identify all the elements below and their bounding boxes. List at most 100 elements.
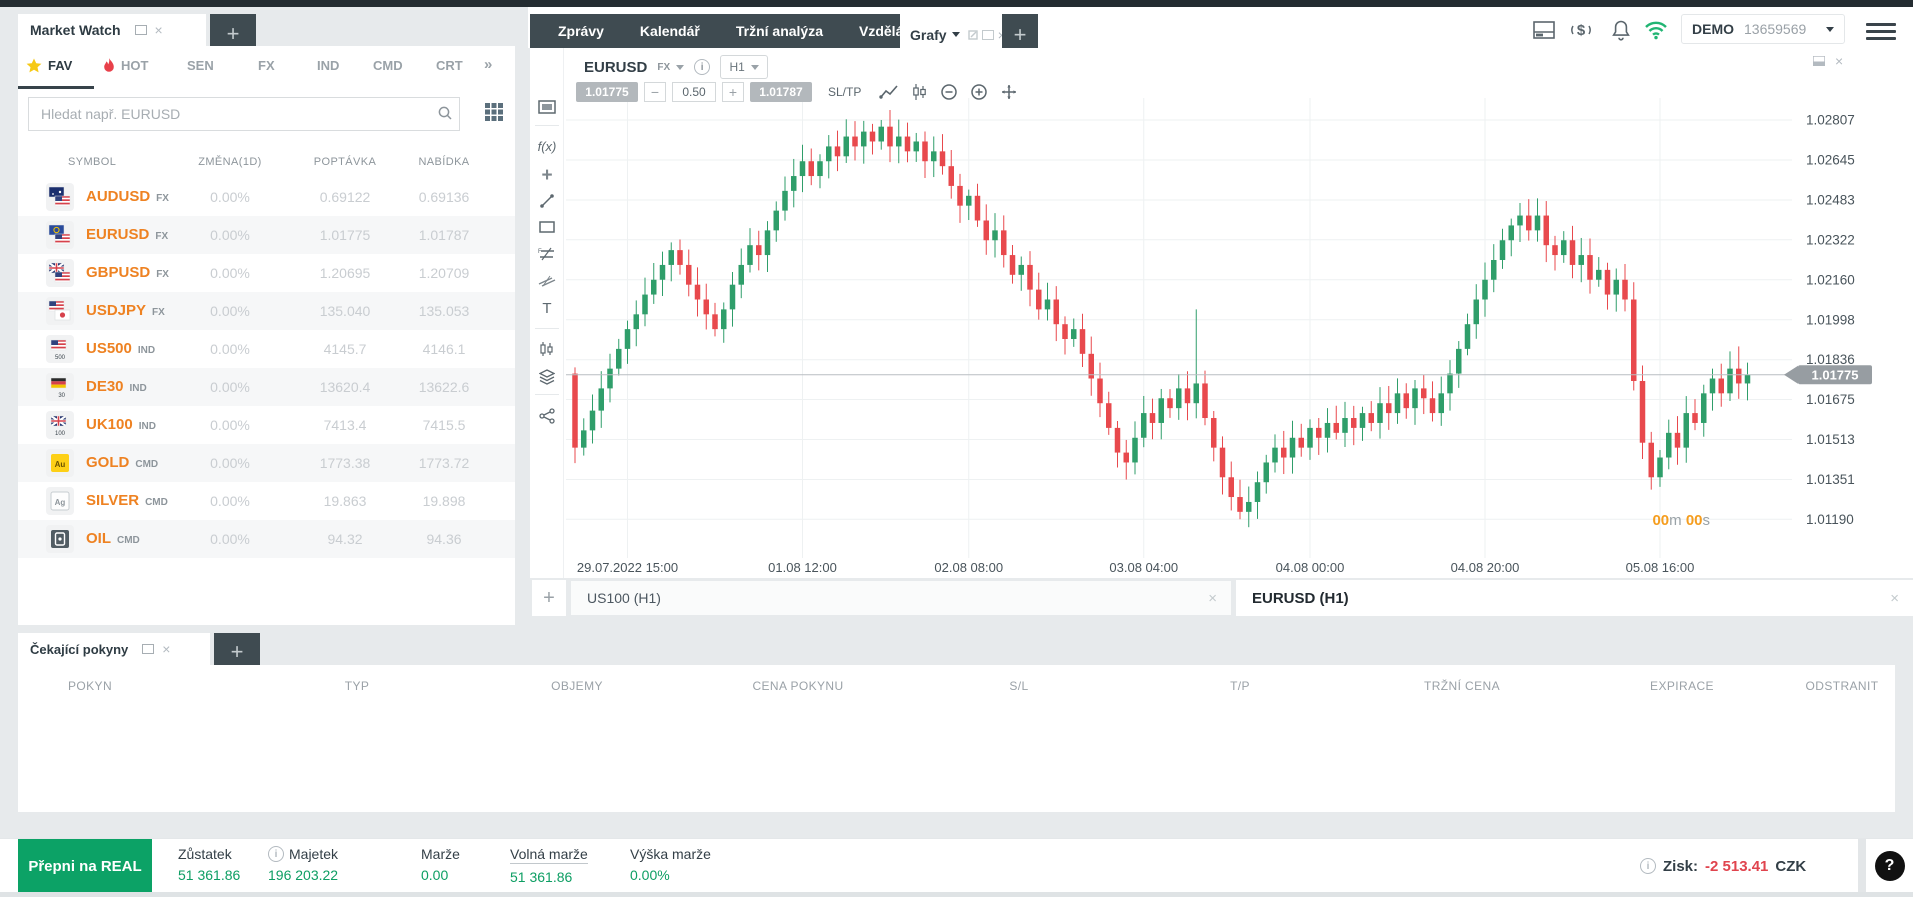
bid-value[interactable]: 19.863: [323, 493, 367, 509]
ask-value[interactable]: 19.898: [422, 493, 466, 509]
market-watch-row-gbpusd[interactable]: GBPUSD FX 0.00% 1.20695 1.20709: [18, 254, 515, 292]
info-icon[interactable]: i: [1640, 858, 1656, 874]
market-watch-row-usdjpy[interactable]: USDJPY FX 0.00% 135.040 135.053: [18, 292, 515, 330]
add-instrument-icon[interactable]: +: [541, 165, 553, 186]
bid-price-button[interactable]: 1.01775: [576, 82, 638, 102]
workspace-layout-icon[interactable]: [1531, 17, 1557, 43]
notifications-bell-icon[interactable]: [1608, 17, 1634, 43]
market-watch-tab-fx[interactable]: FX: [258, 58, 275, 73]
volume-value[interactable]: 0.50: [672, 82, 716, 102]
pending-orders-title-tab[interactable]: Čekající pokyny ×: [18, 633, 210, 665]
main-tab-zpr-vy[interactable]: Zprávy: [558, 23, 604, 39]
close-icon[interactable]: ×: [1835, 53, 1844, 69]
popout-icon[interactable]: [967, 29, 978, 40]
pending-orders-column-header[interactable]: CENA POKYNU: [752, 679, 844, 693]
market-watch-tab-ind[interactable]: IND: [317, 58, 339, 73]
bid-value[interactable]: 0.69122: [319, 189, 371, 205]
main-tab-tr-n-anal-za[interactable]: Tržní analýza: [735, 23, 823, 39]
sltp-button[interactable]: SL/TP: [828, 85, 862, 99]
fibonacci-tool-icon[interactable]: F: [530, 247, 564, 266]
bid-value[interactable]: 1773.38: [319, 455, 371, 471]
market-watch-row-de30[interactable]: 30 DE30 IND 0.00% 13620.4 13622.6: [18, 368, 515, 406]
column-header[interactable]: NABÍDKA: [418, 156, 470, 168]
close-icon[interactable]: ×: [1890, 589, 1899, 607]
close-icon[interactable]: ×: [154, 22, 163, 38]
pending-orders-column-header[interactable]: POKYN: [68, 679, 113, 693]
bid-value[interactable]: 13620.4: [319, 379, 371, 395]
bid-value[interactable]: 4145.7: [323, 341, 367, 357]
search-icon[interactable]: [437, 105, 453, 121]
ask-value[interactable]: 1.20709: [418, 265, 470, 281]
volume-minus-button[interactable]: −: [644, 82, 666, 102]
bid-value[interactable]: 94.32: [327, 531, 363, 547]
dock-icon[interactable]: [1813, 56, 1825, 66]
market-watch-row-eurusd[interactable]: EURUSD FX 0.00% 1.01775 1.01787: [18, 216, 515, 254]
ask-value[interactable]: 94.36: [426, 531, 462, 547]
market-watch-tab-crt[interactable]: CRT: [436, 58, 463, 73]
new-chart-tab-button[interactable]: +: [532, 580, 566, 616]
maximize-icon[interactable]: [981, 29, 994, 40]
pending-orders-column-header[interactable]: ODSTRANIT: [1805, 679, 1879, 693]
maximize-icon[interactable]: [134, 25, 147, 35]
market-watch-title-tab[interactable]: Market Watch ×: [18, 14, 206, 46]
zoom-out-icon[interactable]: [937, 82, 961, 102]
pending-orders-column-header[interactable]: EXPIRACE: [1650, 679, 1714, 693]
tabs-overflow-chevron-icon[interactable]: »: [484, 56, 493, 73]
market-watch-row-silver[interactable]: Ag SILVER CMD 0.00% 19.863 19.898: [18, 482, 515, 520]
pending-orders-column-header[interactable]: T/P: [1230, 679, 1250, 693]
close-icon[interactable]: ×: [998, 28, 1006, 42]
account-selector[interactable]: DEMO 13659569: [1681, 14, 1845, 44]
market-watch-row-oil[interactable]: OIL CMD 0.00% 94.32 94.36: [18, 520, 515, 558]
close-icon[interactable]: ×: [162, 641, 171, 657]
ask-value[interactable]: 135.053: [418, 303, 470, 319]
ask-value[interactable]: 1.01787: [418, 227, 470, 243]
ask-value[interactable]: 0.69136: [418, 189, 470, 205]
chart-tab-us100[interactable]: US100 (H1) ×: [570, 580, 1232, 616]
pan-move-icon[interactable]: [997, 82, 1021, 102]
bid-value[interactable]: 135.040: [319, 303, 371, 319]
market-watch-row-uk100[interactable]: 100 UK100 IND 0.00% 7413.4 7415.5: [18, 406, 515, 444]
market-watch-tab-sen[interactable]: SEN: [187, 58, 214, 73]
ask-value[interactable]: 4146.1: [422, 341, 466, 357]
rectangle-tool-icon[interactable]: [530, 220, 564, 238]
volume-plus-button[interactable]: +: [722, 82, 744, 102]
ask-price-button[interactable]: 1.01787: [750, 82, 812, 102]
info-icon[interactable]: i: [694, 59, 711, 75]
info-icon[interactable]: i: [268, 846, 284, 862]
market-watch-row-audusd[interactable]: AUDUSD FX 0.00% 0.69122 0.69136: [18, 178, 515, 216]
bid-value[interactable]: 7413.4: [323, 417, 367, 433]
line-chart-icon[interactable]: [877, 82, 901, 102]
market-watch-tab-cmd[interactable]: CMD: [373, 58, 403, 73]
pending-orders-column-header[interactable]: TRŽNÍ CENA: [1424, 679, 1500, 693]
zoom-in-icon[interactable]: [967, 82, 991, 102]
candlestick-chart[interactable]: 1.02807 1.02645 1.02483 1.02322 1.02160 1.019…: [530, 48, 1913, 578]
chevron-down-icon[interactable]: [676, 64, 685, 70]
channel-tool-icon[interactable]: [530, 274, 564, 292]
help-button[interactable]: ?: [1874, 851, 1905, 881]
maximize-icon[interactable]: [142, 644, 155, 654]
market-watch-row-gold[interactable]: Au GOLD CMD 0.00% 1773.38 1773.72: [18, 444, 515, 482]
candle-chart-icon[interactable]: [907, 82, 931, 102]
sound-dollar-icon[interactable]: $: [1568, 17, 1594, 43]
connection-wifi-icon[interactable]: [1643, 17, 1669, 43]
pending-orders-column-header[interactable]: TYP: [344, 679, 370, 693]
chart-type-candles-icon[interactable]: [530, 341, 564, 362]
column-header[interactable]: SYMBOL: [68, 156, 117, 168]
display-mode-icon[interactable]: [530, 100, 564, 119]
close-icon[interactable]: ×: [1208, 589, 1217, 607]
layers-icon[interactable]: [530, 369, 564, 390]
switch-to-real-button[interactable]: Přepni na REAL: [18, 839, 152, 893]
column-header[interactable]: ZMĚNA(1D): [198, 156, 262, 168]
column-header[interactable]: POPTÁVKA: [313, 156, 377, 168]
ask-value[interactable]: 7415.5: [422, 417, 466, 433]
indicators-fx-icon[interactable]: f(x): [537, 139, 557, 154]
ask-value[interactable]: 1773.72: [418, 455, 470, 471]
market-watch-tab-hot[interactable]: HOT: [103, 58, 148, 73]
chart-tab-eurusd[interactable]: EURUSD (H1) ×: [1236, 580, 1913, 616]
market-watch-tab-fav[interactable]: FAV: [26, 58, 72, 73]
ask-value[interactable]: 13622.6: [418, 379, 470, 395]
grid-view-icon[interactable]: [484, 102, 504, 122]
text-tool-icon[interactable]: T: [542, 300, 552, 317]
timeframe-select[interactable]: H1: [720, 55, 769, 79]
bid-value[interactable]: 1.20695: [319, 265, 371, 281]
